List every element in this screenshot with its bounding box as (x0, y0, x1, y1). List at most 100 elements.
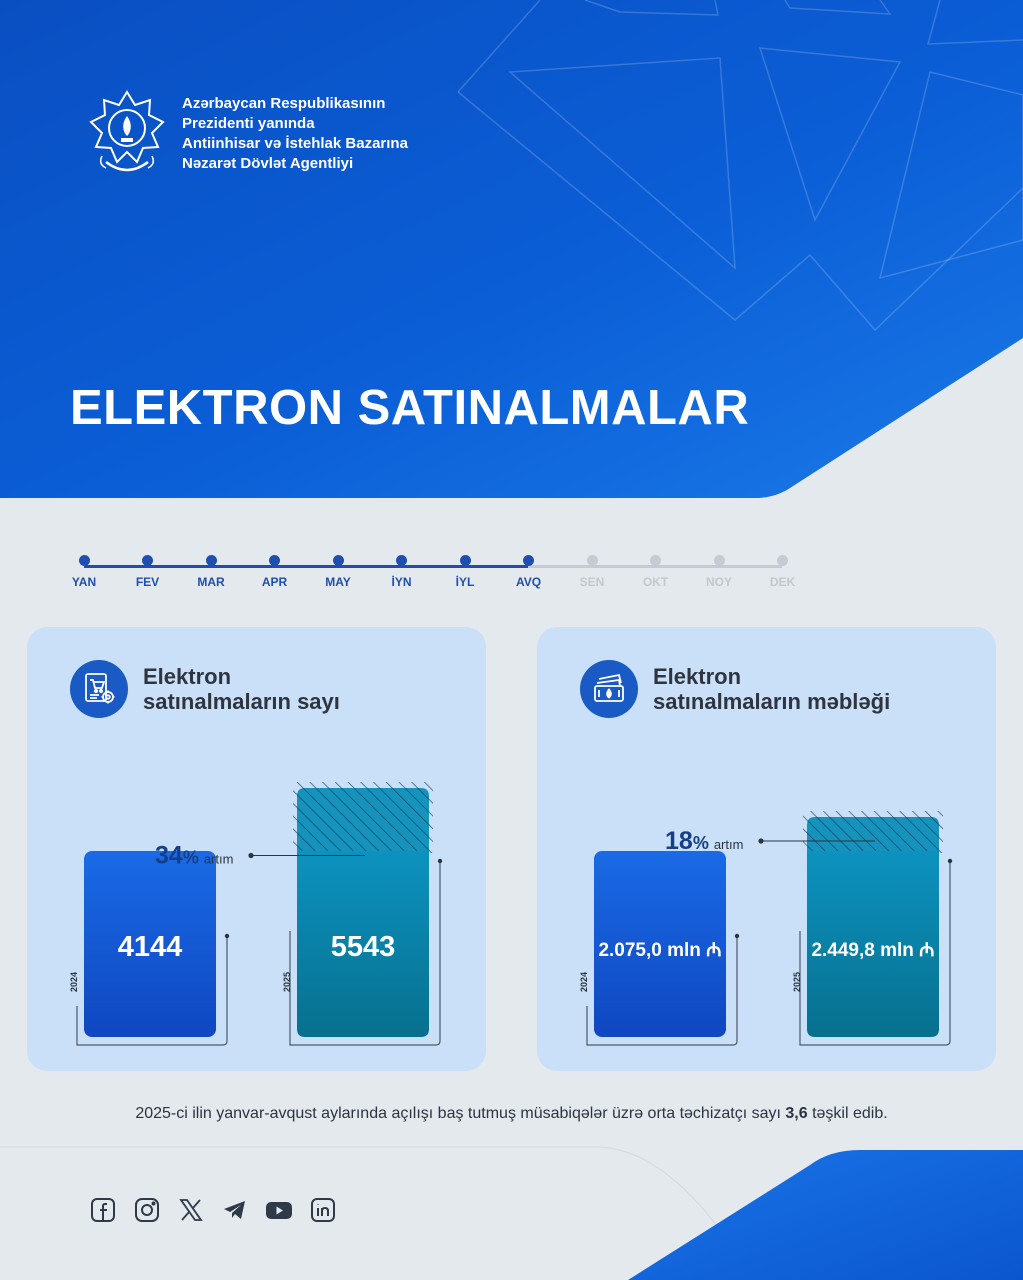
timeline-month-mar: MAR (181, 555, 241, 589)
timeline-month-fev: FEV (118, 555, 178, 589)
month-timeline: YAN FEV MAR APR MAY İYN İYL AVQ SEN OKT NOY DEK (0, 555, 1023, 605)
timeline-dot (396, 555, 407, 566)
instagram-icon[interactable] (132, 1195, 162, 1225)
card-purchase-amount: Elektron satınalmaların məbləği 2024 2.07… (537, 627, 996, 1071)
x-icon[interactable] (176, 1195, 206, 1225)
card-title: Elektron satınalmaların sayı (143, 664, 340, 714)
timeline-month-label: İYN (391, 575, 412, 589)
timeline-dot (713, 555, 725, 566)
header-banner (0, 0, 1023, 498)
timeline-dot (777, 555, 788, 566)
card-title: Elektron satınalmaların məbləği (653, 664, 890, 714)
timeline-month-avq: AVQ (499, 555, 559, 589)
timeline-dot (523, 555, 534, 566)
timeline-month-label: NOY (705, 575, 732, 589)
youtube-icon[interactable] (264, 1195, 294, 1225)
timeline-month-i̇yn: İYN (372, 555, 432, 589)
value-label-2024: 2.075,0 mln ₼ (598, 940, 721, 961)
purchase-document-icon (70, 660, 128, 718)
timeline-dot (650, 555, 661, 566)
timeline-month-noy: NOY (689, 555, 749, 589)
money-bills-icon (580, 660, 638, 718)
growth-percent: % (693, 833, 709, 853)
timeline-month-apr: APR (245, 555, 305, 589)
footnote: 2025-ci ilin yanvar-avqust aylarında açı… (0, 1105, 1023, 1123)
timeline-dot (332, 555, 344, 566)
footnote-highlight: 3,6 (785, 1105, 808, 1122)
card-title-line: Elektron (143, 664, 232, 689)
growth-value: 18 (665, 827, 693, 855)
timeline-month-label: DEK (769, 575, 796, 589)
growth-label: artım (204, 852, 234, 867)
timeline-month-okt: OKT (626, 555, 686, 589)
growth-hatch (803, 811, 943, 853)
timeline-progress-line (84, 565, 528, 568)
growth-label: artım (714, 837, 744, 852)
agency-name-line: Nəzarət Dövlət Agentliyi (182, 154, 354, 172)
social-links (88, 1195, 338, 1225)
timeline-dot (586, 555, 598, 566)
timeline-month-label: AVQ (515, 575, 542, 589)
agency-name-line: Prezidenti yanında (182, 114, 315, 132)
year-label-2025: 2025 (792, 972, 802, 992)
card-header: Elektron satınalmaların sayı (70, 660, 340, 718)
linkedin-icon[interactable] (308, 1195, 338, 1225)
card-title-line: satınalmaların sayı (143, 689, 340, 714)
timeline-month-label: APR (261, 575, 288, 589)
timeline-month-i̇yl: İYL (435, 555, 495, 589)
bracket-dot (734, 933, 740, 939)
timeline-dot (142, 555, 153, 566)
bracket-dot (947, 858, 953, 864)
agency-header: Azərbaycan Respublikasının Prezidenti ya… (88, 88, 408, 178)
agency-name: Azərbaycan Respublikasının Prezidenti ya… (182, 94, 408, 173)
footnote-text-end: təşkil edib. (807, 1105, 888, 1122)
timeline-month-may: MAY (308, 555, 368, 589)
value-label-2025: 2.449,8 mln ₼ (811, 940, 934, 961)
footer-curve (599, 1146, 761, 1280)
timeline-dot (269, 555, 280, 566)
timeline-month-label: YAN (71, 575, 97, 589)
growth-value: 34 (155, 842, 183, 870)
card-purchase-count: Elektron satınalmaların sayı 2024 4144 202… (27, 627, 486, 1071)
timeline-month-label: MAR (197, 575, 225, 589)
year-label-2025: 2025 (282, 972, 292, 992)
timeline-month-label: SEN (579, 575, 605, 589)
purchase-amount-chart: 2024 2.075,0 mln ₼ 2025 2.449,8 mln ₼ 18% art… (579, 811, 953, 1046)
value-label-2024: 4144 (118, 931, 183, 963)
growth-annotation: 18% artım (665, 827, 743, 855)
growth-annotation: 34% artım (155, 842, 233, 870)
bar-2024 (594, 851, 726, 1037)
year-label-2024: 2024 (579, 972, 589, 992)
telegram-icon[interactable] (220, 1195, 250, 1225)
footnote-text: 2025-ci ilin yanvar-avqust aylarında açı… (135, 1105, 786, 1122)
bar-bracket (586, 936, 738, 1046)
state-emblem-icon (89, 90, 165, 172)
bar-2024 (84, 851, 216, 1037)
timeline-month-yan: YAN (54, 555, 114, 589)
timeline-month-label: MAY (325, 575, 351, 589)
card-title-line: satınalmaların məbləği (653, 689, 891, 714)
timeline-month-label: İYL (455, 575, 475, 589)
card-title-line: Elektron (653, 664, 742, 689)
growth-percent: % (183, 848, 199, 868)
growth-hatch (293, 782, 433, 853)
footer-corner-accent (628, 1150, 1023, 1280)
agency-name-line: Antiinhisar və İstehlak Bazarına (182, 134, 408, 152)
year-label-2024: 2024 (69, 972, 79, 992)
bar-bracket (76, 936, 228, 1046)
header-star-outline (457, 0, 1023, 332)
agency-name-line: Azərbaycan Respublikasının (182, 94, 386, 112)
facebook-icon[interactable] (88, 1195, 118, 1225)
timeline-remaining-line (528, 565, 782, 568)
bar-2025 (297, 851, 429, 1037)
purchase-count-chart: 2024 4144 2025 5543 34% artım (69, 782, 443, 1046)
timeline-dot (78, 555, 90, 566)
timeline-month-sen: SEN (562, 555, 622, 589)
page-title: ELEKTRON SATINALMALAR (70, 381, 750, 435)
bar-bracket (289, 861, 441, 1046)
bracket-dot (437, 858, 443, 864)
timeline-dot (205, 555, 217, 566)
bar-bracket (799, 861, 951, 1046)
card-header: Elektron satınalmaların məbləği (580, 660, 890, 718)
